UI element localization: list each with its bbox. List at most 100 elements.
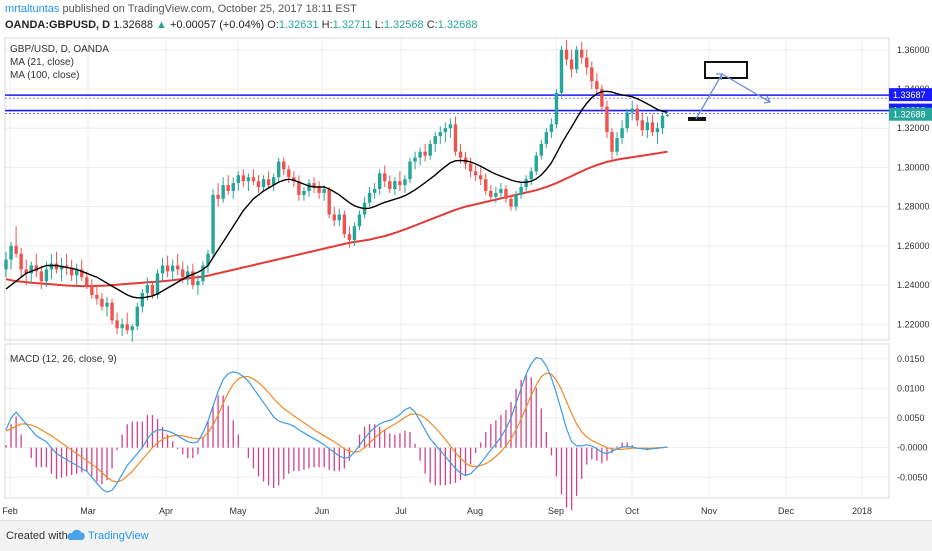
projection-arrowhead-up (716, 73, 723, 81)
horizontal-levels[interactable] (5, 94, 889, 114)
macd-tick-label: -0.0000 (897, 443, 928, 453)
candle-body (580, 49, 584, 58)
candle-body (307, 183, 311, 191)
candle-body (201, 265, 205, 282)
target-box-drawing[interactable] (704, 61, 748, 79)
last-price: 1.32688 (113, 19, 153, 31)
candle-body (241, 175, 246, 182)
candle-body (448, 124, 453, 129)
price-axis[interactable]: 1.22000 1.24000 1.26000 1.28000 1.30000 1.320… (889, 45, 932, 483)
candle-body (574, 49, 579, 70)
candle-body (95, 294, 99, 299)
candle-body (453, 124, 458, 152)
candle-body (559, 49, 564, 93)
current-marker-drawing[interactable] (688, 117, 706, 121)
projection-path[interactable] (695, 73, 771, 120)
candle-body (181, 269, 185, 278)
candle-body (85, 277, 89, 286)
candle-body (19, 253, 23, 270)
candle-body (226, 185, 230, 191)
time-tick-label: Nov (701, 506, 718, 516)
candle-body (277, 161, 281, 178)
macd-pane-border (4, 343, 890, 499)
candle-body (585, 57, 589, 68)
candle-body (539, 143, 543, 156)
candle-body (428, 143, 432, 156)
ma21-line (5, 90, 668, 299)
candle-body (514, 194, 518, 207)
candle-body (438, 132, 442, 137)
candle-body (529, 171, 533, 180)
macd-legend-entry: MACD (12, 26, close, 9) (10, 354, 117, 365)
legend: GBP/USD, D, OANDA MA (21, close) MA (100, … (10, 44, 117, 365)
candle-body (75, 269, 79, 276)
candle-body (499, 189, 503, 193)
candle-body (327, 189, 331, 215)
macd-line (5, 356, 668, 493)
candle-body (44, 269, 49, 282)
time-axis[interactable]: Feb Mar Apr May Jun Jul Aug Sep Oct Nov Dec 2018 (2, 506, 872, 516)
tradingview-cloud-icon (67, 529, 85, 540)
candle-body (473, 171, 478, 176)
candle-body (655, 128, 660, 133)
price-tick-label: 1.28000 (897, 202, 930, 212)
candle-body (564, 49, 569, 60)
high-value: 1.32711 (332, 19, 372, 31)
price-legend-entry: MA (21, close) (10, 57, 74, 68)
price-legend-entry: MA (100, close) (10, 70, 79, 81)
candle-body (236, 175, 240, 184)
candle-body (393, 181, 397, 189)
candle-body (468, 163, 473, 172)
price-tick-label: 1.22000 (897, 319, 930, 329)
macd-pane (5, 356, 668, 511)
candle-body (489, 190, 493, 197)
time-tick-label: Jul (395, 506, 407, 516)
candle-body (484, 179, 488, 191)
candle-body (115, 320, 119, 329)
time-tick-label: Jun (315, 506, 330, 516)
candle-body (509, 198, 513, 207)
candles-layer (4, 39, 670, 342)
candle-body (569, 59, 574, 70)
high-label: H: (321, 19, 333, 31)
symbol-quote-bar: OANDA:GBPUSD, D 1.32688 ▲ +0.00057 (+0.0… (5, 19, 477, 31)
candle-body (640, 120, 644, 131)
drawings-layer[interactable] (688, 61, 771, 121)
time-tick-label: Mar (80, 506, 96, 516)
time-tick-label: Oct (625, 506, 640, 516)
candle-body (524, 179, 528, 188)
candle-body (191, 271, 195, 286)
candle-body (34, 265, 38, 272)
candle-body (100, 298, 104, 307)
candle-body (14, 245, 18, 254)
candle-body (383, 173, 387, 182)
candle-body (519, 187, 523, 195)
candle-body (398, 181, 402, 186)
candle-body (170, 265, 175, 272)
candle-body (130, 326, 134, 331)
candle-body (650, 122, 655, 133)
candle-body (372, 189, 377, 193)
open-label: O: (267, 19, 279, 31)
candle-body (367, 192, 372, 203)
chart-canvas[interactable]: 1.22000 1.24000 1.26000 1.28000 1.30000 1.320… (0, 0, 932, 520)
time-tick-label: Sep (548, 506, 564, 516)
low-value: 1.32568 (383, 19, 424, 31)
candle-body (418, 151, 422, 158)
price-label-text: 1.32688 (893, 110, 926, 120)
candle-body (256, 181, 261, 188)
author-link[interactable]: mrtaltuntas (5, 3, 60, 15)
candle-body (433, 136, 437, 144)
published-text: published on TradingView.com, October 25… (62, 3, 357, 15)
candle-body (630, 108, 634, 113)
candle-body (302, 190, 306, 195)
candle-body (216, 194, 220, 199)
candle-body (176, 265, 180, 270)
candle-body (423, 151, 427, 156)
candle-body (504, 189, 508, 199)
tradingview-brand-link[interactable]: TradingView (88, 530, 149, 542)
candle-body (160, 265, 165, 274)
created-with-text: Created with (6, 530, 68, 542)
candle-body (408, 161, 412, 180)
candle-body (357, 214, 362, 227)
